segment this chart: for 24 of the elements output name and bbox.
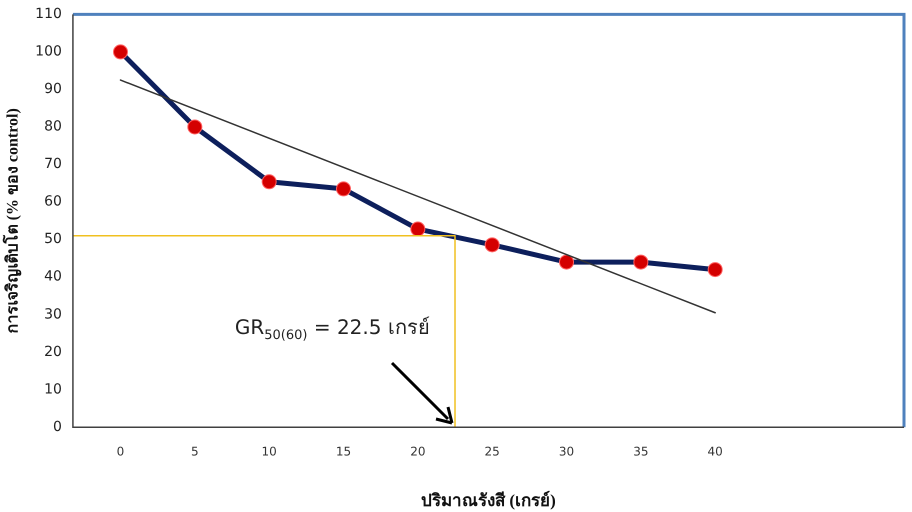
x-tick-label: 25 — [484, 444, 500, 459]
y-tick-label: 40 — [44, 268, 62, 285]
y-tick-label: 60 — [44, 194, 62, 210]
x-tick-label: 10 — [262, 444, 277, 459]
y-tick-label: 10 — [44, 381, 62, 398]
y-tick-label: 70 — [44, 156, 62, 172]
y-tick-label: 80 — [44, 118, 62, 135]
y-tick-label: 20 — [44, 344, 62, 360]
y-tick-label: 100 — [35, 44, 62, 60]
x-tick-label: 30 — [558, 444, 574, 459]
x-tick-label: 35 — [633, 444, 648, 459]
y-tick-label: 90 — [44, 81, 62, 98]
x-tick-label: 40 — [708, 444, 723, 459]
y-tick-label: 30 — [44, 306, 62, 322]
x-tick-label: 0 — [116, 444, 124, 459]
y-tick-label: 110 — [35, 6, 62, 22]
y-axis-title: การเจริญเติบโต (% ของ control) — [2, 108, 23, 334]
x-axis-title: ปริมาณรังสี (เกรย์) — [421, 490, 556, 510]
y-tick-label: 50 — [44, 231, 62, 248]
x-tick-label: 20 — [410, 444, 426, 459]
x-tick-label: 15 — [336, 444, 352, 459]
x-tick-label: 5 — [191, 444, 199, 459]
y-tick-label: 0 — [53, 418, 62, 435]
annotation: GR$_{50(60)}$ = 22.5 เกรย์ — [234, 314, 430, 343]
